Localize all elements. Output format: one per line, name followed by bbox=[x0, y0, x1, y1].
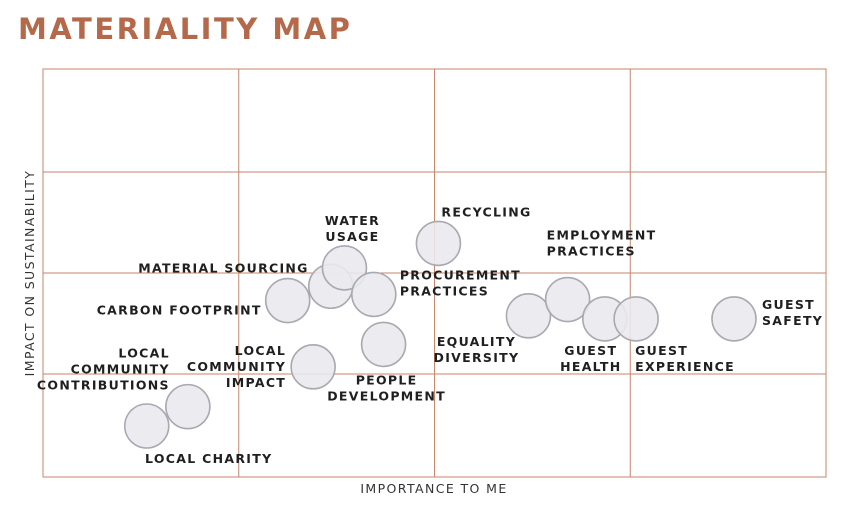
data-bubble bbox=[351, 271, 397, 318]
data-bubble bbox=[415, 220, 462, 267]
x-axis-label: IMPORTANCE TO ME bbox=[360, 481, 507, 496]
data-label: LOCAL CHARITY bbox=[145, 451, 272, 466]
data-bubble bbox=[123, 403, 170, 449]
data-label: MATERIAL SOURCING bbox=[138, 260, 309, 275]
chart-title: MATERIALITY MAP bbox=[18, 12, 353, 46]
bubble-labels: LOCAL CHARITY LOCAL COMMUNITY CONTRIBUTIONS… bbox=[37, 204, 823, 466]
data-label: GUEST HEALTH bbox=[560, 343, 621, 374]
data-bubble bbox=[264, 277, 311, 324]
bubbles bbox=[123, 220, 757, 449]
data-label: CARBON FOOTPRINT bbox=[97, 303, 262, 318]
data-label: WATER USAGE bbox=[325, 213, 380, 244]
data-label: EQUALITY DIVERSITY bbox=[434, 334, 520, 365]
data-bubble bbox=[544, 276, 591, 323]
data-bubble bbox=[360, 321, 407, 368]
data-label: GUEST EXPERIENCE bbox=[635, 343, 735, 374]
data-label: EMPLOYMENT PRACTICES bbox=[547, 228, 657, 259]
data-label: LOCAL COMMUNITY CONTRIBUTIONS bbox=[37, 346, 170, 393]
y-axis-label: IMPACT ON SUSTAINABILITY bbox=[22, 170, 37, 377]
data-label: PEOPLE DEVELOPMENT bbox=[327, 372, 446, 403]
data-bubble bbox=[321, 245, 368, 291]
grid bbox=[42, 68, 827, 478]
data-bubble bbox=[505, 293, 552, 339]
data-bubble bbox=[613, 296, 659, 342]
data-label: GUEST SAFETY bbox=[762, 297, 823, 328]
data-label: RECYCLING bbox=[441, 204, 531, 219]
data-bubble bbox=[165, 383, 211, 430]
data-bubble bbox=[711, 296, 757, 342]
data-label: LOCAL COMMUNITY IMPACT bbox=[187, 343, 286, 390]
data-label: PROCUREMENT PRACTICES bbox=[400, 267, 521, 298]
data-bubble bbox=[290, 344, 336, 390]
